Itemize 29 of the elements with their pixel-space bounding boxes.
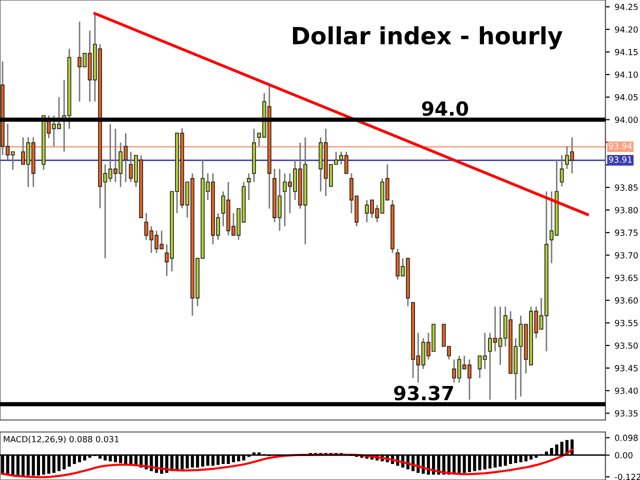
y-tick-label: 94.20 [614, 26, 638, 33]
y-tick-label: 93.35 [614, 410, 638, 417]
y-tick-label: 93.80 [614, 206, 638, 214]
y-tick-label: 93.50 [614, 342, 638, 349]
text: Dollar index - hourly [292, 26, 562, 50]
ref-line-label: 93.91 [608, 156, 632, 163]
y-tick-label: 94.15 [614, 48, 638, 56]
y-tick-label: 93.75 [614, 230, 638, 236]
y-tick-label: 93.60 [614, 297, 638, 304]
y-tick-label: 93.65 [614, 274, 638, 282]
y-tick-label: 0.00 [615, 452, 632, 458]
y-tick-label: 94.10 [614, 71, 638, 78]
y-tick-label: 94.05 [614, 94, 638, 100]
chart-title: MACD(12,26,9) 0.088 0.031 [4, 436, 119, 444]
line-series [2, 448, 574, 478]
candlestick [560, 154, 564, 188]
y-tick-label: 94.00 [614, 116, 638, 123]
ref-line-label: 93.94 [608, 142, 632, 150]
y-tick-label: 93.45 [614, 365, 638, 372]
ref-line-label: 93.37 [394, 386, 454, 400]
y-tick-label: 93.55 [614, 320, 638, 326]
y-tick-label: 93.70 [614, 252, 638, 258]
y-tick-label: 93.40 [614, 388, 638, 394]
candlestick [246, 172, 251, 201]
y-tick-label: 0.098 [615, 434, 638, 441]
ref-line-label: 94.0 [422, 101, 468, 116]
y-tick-label: -0.122 [614, 474, 640, 480]
y-tick-label: 93.85 [614, 184, 638, 191]
y-tick-label: 94.25 [614, 4, 638, 10]
